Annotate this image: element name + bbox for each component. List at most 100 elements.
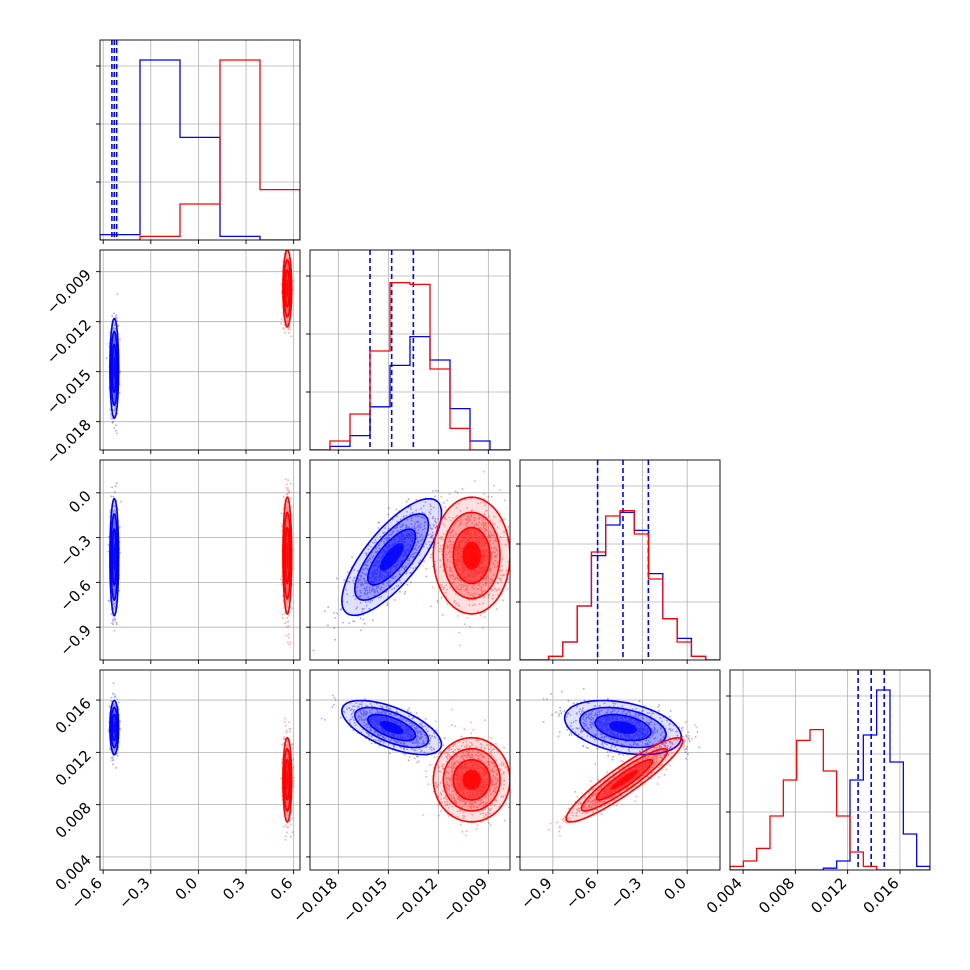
scatter-point <box>114 602 116 605</box>
scatter-point <box>287 621 289 623</box>
scatter-point <box>117 325 119 328</box>
scatter-point <box>113 517 116 520</box>
scatter-point <box>286 501 289 504</box>
scatter-point <box>372 619 374 622</box>
scatter-point <box>110 495 113 498</box>
scatter-point <box>327 606 330 609</box>
scatter-point <box>333 611 335 614</box>
scatter-point <box>285 601 288 604</box>
scatter-point <box>285 601 288 603</box>
scatter-point <box>280 283 283 286</box>
density-fill <box>286 279 289 298</box>
scatter-point <box>118 526 121 529</box>
scatter-point <box>286 625 288 628</box>
scatter-point <box>110 613 113 615</box>
scatter-point <box>342 621 344 624</box>
scatter-point <box>280 512 283 515</box>
scatter-point <box>113 340 116 342</box>
histogram-series-0 <box>520 511 720 660</box>
scatter-point <box>112 623 114 626</box>
scatter-point <box>286 308 289 310</box>
scatter-point <box>287 331 290 334</box>
scatter-point <box>112 524 115 527</box>
scatter-point <box>113 340 116 343</box>
scatter-point <box>286 322 289 324</box>
scatter-point <box>116 432 118 435</box>
scatter-point <box>284 478 287 481</box>
scatter-point <box>348 622 351 625</box>
scatter-point <box>286 519 288 521</box>
scatter-point <box>110 415 113 417</box>
scatter-point <box>432 586 434 589</box>
scatter-point <box>113 393 116 395</box>
scatter-point <box>287 479 289 481</box>
scatter-point <box>286 616 289 619</box>
scatter-point <box>113 522 116 525</box>
scatter-point <box>286 600 289 603</box>
scatter-point <box>362 618 364 621</box>
scatter-point <box>454 490 457 493</box>
scatter-point <box>285 267 288 269</box>
scatter-point <box>120 500 123 503</box>
scatter-point <box>113 590 116 593</box>
scatter-point <box>285 483 288 486</box>
scatter-point <box>290 505 293 508</box>
scatter-point <box>286 309 289 312</box>
scatter-point <box>286 264 289 267</box>
scatter-panel-2-0 <box>100 460 300 660</box>
scatter-point <box>285 267 288 270</box>
scatter-point <box>343 579 346 581</box>
scatter-point <box>285 522 288 525</box>
scatter-point <box>117 324 120 327</box>
scatter-point <box>281 583 284 586</box>
scatter-point <box>285 487 288 489</box>
scatter-point <box>113 398 116 401</box>
scatter-point <box>285 523 288 526</box>
scatter-point <box>430 605 432 608</box>
scatter-point <box>395 508 398 511</box>
scatter-point <box>286 265 288 268</box>
scatter-point <box>359 617 362 620</box>
contour-line <box>109 317 120 420</box>
contour-line <box>283 511 292 600</box>
scatter-point <box>415 498 418 501</box>
scatter-point <box>113 338 115 340</box>
scatter-point <box>107 544 110 546</box>
scatter-point <box>114 339 116 342</box>
scatter-point <box>114 605 116 608</box>
scatter-point <box>286 507 289 510</box>
scatter-point <box>288 615 291 617</box>
scatter-point <box>286 604 288 606</box>
scatter-point <box>285 524 288 527</box>
scatter-point <box>287 587 289 590</box>
scatter-point <box>285 602 288 605</box>
scatter-point <box>107 550 110 553</box>
scatter-point <box>111 421 114 424</box>
scatter-point <box>386 602 389 605</box>
scatter-point <box>113 509 116 511</box>
scatter-point <box>113 397 116 400</box>
contour-line <box>110 330 119 407</box>
scatter-point <box>286 586 288 589</box>
scatter-point <box>281 617 284 619</box>
scatter-point <box>504 499 506 502</box>
scatter-point <box>287 606 289 608</box>
scatter-point <box>107 599 110 602</box>
scatter-point <box>287 266 289 268</box>
scatter-point <box>112 326 115 329</box>
scatter-point <box>113 395 115 398</box>
contour-line <box>283 259 292 318</box>
scatter-point <box>289 482 292 485</box>
histogram-panel-3 <box>730 670 930 870</box>
scatter-point <box>286 505 288 508</box>
scatter-point <box>434 495 436 498</box>
scatter-point <box>443 502 445 504</box>
scatter-point <box>289 641 292 644</box>
scatter-point <box>288 643 291 646</box>
scatter-point <box>286 321 289 324</box>
scatter-point <box>115 314 117 317</box>
scatter-point <box>112 527 115 529</box>
scatter-point <box>111 622 113 625</box>
scatter-point <box>113 339 116 342</box>
contour-line <box>110 512 119 602</box>
